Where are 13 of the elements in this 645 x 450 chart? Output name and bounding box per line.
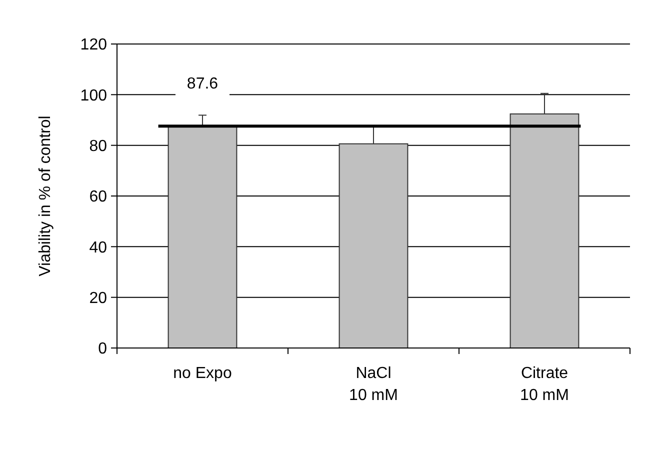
y-tick-label: 80 xyxy=(89,138,108,155)
y-tick-label: 60 xyxy=(89,188,108,206)
x-tick-label: no Expo xyxy=(173,365,232,382)
y-axis-title: Viability in % of control xyxy=(37,116,54,276)
ref-line-label: 87.6 xyxy=(186,76,218,93)
y-tick-label: 100 xyxy=(80,87,108,104)
y-tick-label: 120 xyxy=(80,36,108,54)
x-tick-label: NaCl 10 mM xyxy=(349,365,398,404)
y-tick-label: 0 xyxy=(98,340,108,358)
y-tick-label: 20 xyxy=(89,290,108,307)
y-tick-label: 40 xyxy=(89,239,108,256)
bar xyxy=(168,126,238,348)
x-tick-label: Citrate 10 mM xyxy=(520,365,569,404)
